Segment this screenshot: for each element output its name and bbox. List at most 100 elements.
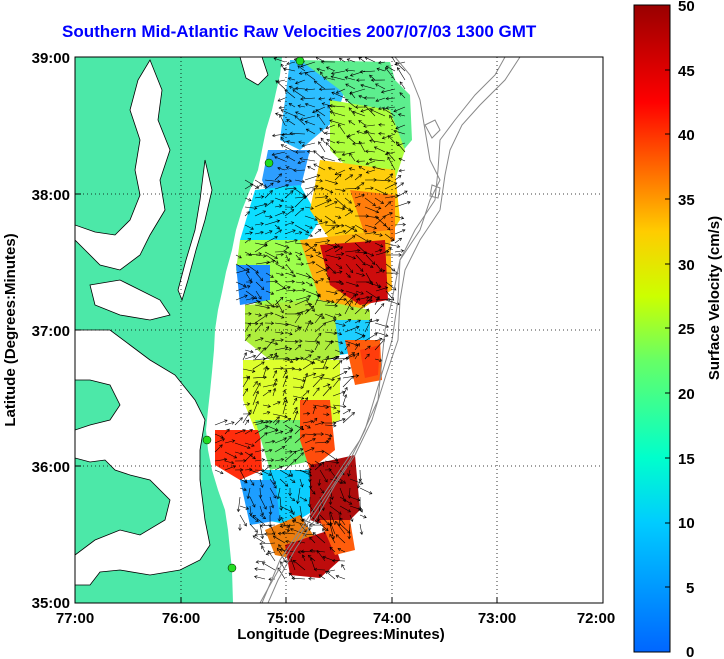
velocity-arrow xyxy=(262,389,272,397)
velocity-arrow xyxy=(322,356,339,361)
velocity-arrow xyxy=(393,106,406,112)
velocity-arrow xyxy=(357,478,361,489)
velocity-arrow xyxy=(348,523,351,539)
velocity-arrow xyxy=(324,313,337,319)
velocity-arrowhead xyxy=(220,435,224,439)
velocity-arrowhead xyxy=(284,414,288,419)
velocity-arrow xyxy=(262,404,271,407)
velocity-arrow xyxy=(304,72,316,81)
velocity-arrowhead xyxy=(242,429,246,433)
velocity-arrow xyxy=(325,263,336,274)
velocity-arrow xyxy=(318,574,326,580)
velocity-arrowhead xyxy=(297,104,301,108)
velocity-arrow xyxy=(319,514,330,526)
velocity-arrow xyxy=(273,535,286,544)
velocity-arrowhead xyxy=(369,280,373,284)
velocity-arrowhead xyxy=(369,295,373,300)
velocity-arrowhead xyxy=(387,135,392,139)
velocity-arrow xyxy=(332,356,340,361)
velocity-arrow xyxy=(302,361,314,370)
velocity-arrow xyxy=(354,352,360,360)
velocity-arrowhead xyxy=(338,123,342,128)
velocity-arrow xyxy=(329,511,336,526)
velocity-arrowhead xyxy=(269,215,273,219)
velocity-arrowhead xyxy=(316,174,321,178)
velocity-arrowhead xyxy=(246,495,251,500)
velocity-arrow xyxy=(349,514,353,522)
velocity-arrowhead xyxy=(307,425,311,429)
velocity-arrowhead xyxy=(310,305,315,309)
velocity-arrow xyxy=(254,210,266,217)
velocity-arrow xyxy=(326,66,336,72)
velocity-arrow xyxy=(301,551,316,553)
velocity-arrowhead xyxy=(262,347,266,351)
velocity-arrow xyxy=(298,141,306,144)
velocity-arrow xyxy=(387,135,396,144)
velocity-arrow xyxy=(242,403,250,406)
velocity-arrow xyxy=(329,496,331,505)
velocity-arrow xyxy=(334,206,345,210)
velocity-arrow xyxy=(292,386,304,388)
velocity-arrowhead xyxy=(387,227,391,231)
velocity-arrowhead xyxy=(260,512,264,517)
velocity-arrow xyxy=(386,106,396,109)
velocity-arrowhead xyxy=(256,300,261,304)
velocity-arrowhead xyxy=(397,67,401,71)
velocity-arrowhead xyxy=(396,142,401,147)
velocity-arrow xyxy=(327,105,336,117)
velocity-arrow xyxy=(303,533,316,536)
velocity-arrow xyxy=(304,349,314,352)
velocity-arrow xyxy=(279,496,282,511)
eastern-shore-bay xyxy=(177,159,213,302)
velocity-arrowhead xyxy=(292,273,297,278)
velocity-arrow xyxy=(364,224,377,229)
velocity-arrow xyxy=(302,397,308,406)
velocity-arrow xyxy=(264,459,274,462)
velocity-arrowhead xyxy=(341,223,345,228)
y-tick-label: 36:00 xyxy=(32,459,70,476)
velocity-arrowhead xyxy=(329,546,333,551)
velocity-arrow xyxy=(305,103,316,108)
velocity-arrowhead xyxy=(368,157,373,162)
velocity-arrowhead xyxy=(321,373,325,378)
velocity-arrow xyxy=(284,89,296,99)
velocity-arrow xyxy=(279,106,286,109)
velocity-arrow xyxy=(273,57,286,63)
velocity-arrow xyxy=(374,358,383,362)
velocity-arrowhead xyxy=(326,522,330,526)
velocity-arrow xyxy=(294,196,307,199)
velocity-arrow xyxy=(335,521,346,535)
velocity-arrowhead xyxy=(244,294,248,298)
velocity-arrowhead xyxy=(259,183,264,187)
velocity-arrowhead xyxy=(274,279,278,284)
velocity-arrowhead xyxy=(252,504,256,508)
velocity-arrowhead xyxy=(252,535,257,539)
velocity-arrow xyxy=(304,244,318,253)
velocity-arrow xyxy=(286,61,296,65)
velocity-arrow xyxy=(289,505,295,515)
velocity-arrow xyxy=(254,223,264,226)
velocity-arrow xyxy=(330,522,336,535)
velocity-arrow xyxy=(345,254,356,259)
velocity-arrow xyxy=(269,487,277,499)
velocity-arrow xyxy=(275,263,285,269)
velocity-arrowhead xyxy=(349,269,354,274)
velocity-arrow xyxy=(345,263,354,273)
velocity-arrowhead xyxy=(342,404,347,409)
velocity-arrowhead xyxy=(268,472,272,476)
velocity-arrowhead xyxy=(359,69,363,74)
velocity-arrow xyxy=(224,451,237,459)
velocity-arrow xyxy=(254,420,269,426)
velocity-arrow xyxy=(244,232,253,235)
velocity-arrowhead xyxy=(304,102,309,107)
velocity-arrowhead xyxy=(270,458,275,462)
velocity-arrowhead xyxy=(278,105,282,110)
velocity-arrow xyxy=(214,469,224,474)
velocity-arrowhead xyxy=(219,444,223,448)
velocity-arrowhead xyxy=(299,157,303,161)
velocity-arrowhead xyxy=(358,120,362,124)
velocity-arrowhead xyxy=(313,243,318,248)
velocity-arrow xyxy=(214,438,225,444)
velocity-arrowhead xyxy=(368,318,373,323)
velocity-arrow xyxy=(286,141,296,144)
